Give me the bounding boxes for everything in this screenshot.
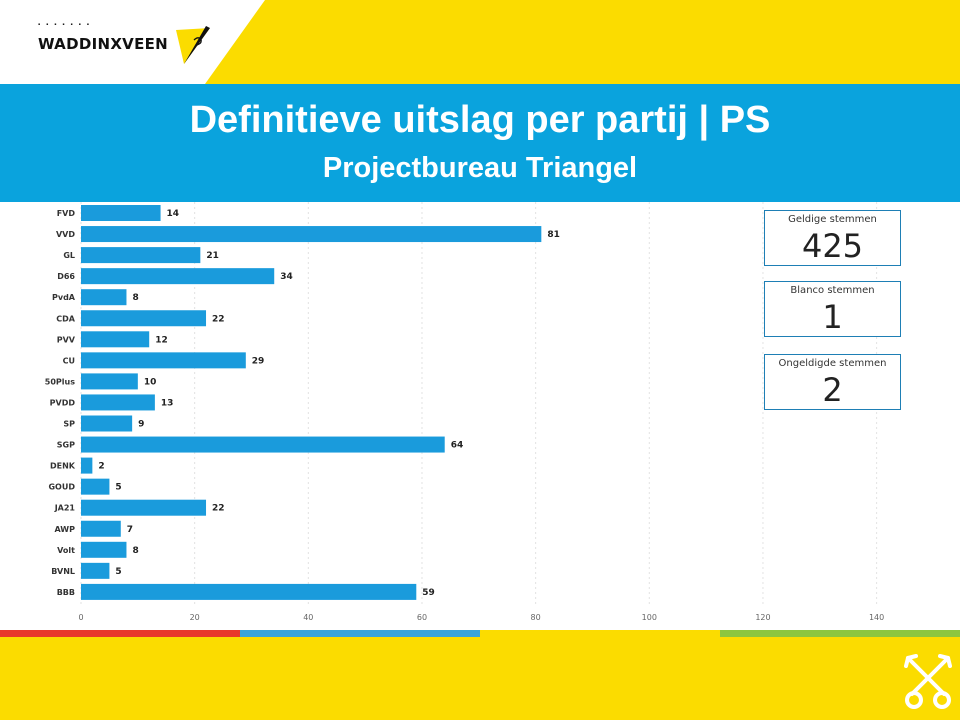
logo-text: WADDINXVEEN (38, 35, 169, 53)
x-tick-label: 0 (78, 613, 83, 622)
x-tick-label: 100 (642, 613, 657, 622)
category-label: PVV (57, 335, 76, 344)
category-label: 50Plus (45, 377, 75, 386)
data-label: 13 (161, 398, 174, 408)
data-label: 59 (422, 588, 435, 598)
bar (81, 331, 150, 348)
x-tick-label: 80 (531, 613, 541, 622)
bar (81, 352, 246, 369)
x-tick-label: 40 (303, 613, 313, 622)
page-title: Definitieve uitslag per partij | PS (189, 99, 771, 141)
color-strip-red (0, 630, 240, 637)
category-label: PVDD (50, 398, 76, 407)
data-label: 22 (212, 314, 225, 324)
bar (81, 226, 542, 243)
category-label: BVNL (51, 567, 75, 576)
bar (81, 541, 127, 558)
data-label: 34 (280, 272, 293, 282)
valid-votes-card: Geldige stemmen 425 (764, 210, 901, 266)
valid-votes-label: Geldige stemmen (788, 214, 877, 225)
page-subtitle: Projectbureau Triangel (322, 152, 638, 184)
category-label: CU (63, 356, 75, 365)
crossed-keys-icon (904, 654, 952, 709)
data-label: 14 (167, 209, 180, 219)
data-label: 8 (132, 293, 138, 303)
category-label: AWP (54, 525, 75, 534)
category-label: FVD (57, 209, 76, 218)
x-tick-label: 60 (417, 613, 427, 622)
data-label: 5 (115, 567, 121, 577)
footer-background (0, 637, 960, 720)
category-label: SGP (57, 441, 75, 450)
data-label: 12 (155, 335, 168, 345)
bar (81, 268, 275, 285)
invalid-votes-label: Ongeldigde stemmen (778, 358, 887, 369)
invalid-votes-card: Ongeldigde stemmen 2 (764, 354, 901, 410)
data-label: 5 (115, 483, 121, 493)
header-background (0, 0, 960, 84)
title-band (0, 84, 960, 202)
invalid-votes-value: 2 (822, 371, 843, 409)
bar (81, 583, 417, 600)
data-label: 7 (127, 525, 133, 535)
waddinxveen-flag-icon (176, 26, 210, 64)
category-label: JA21 (54, 504, 76, 513)
data-label: 21 (206, 251, 219, 261)
data-label: 22 (212, 504, 225, 514)
bar (81, 436, 445, 453)
bar (81, 373, 138, 390)
category-label: Volt (57, 546, 75, 555)
bar (81, 457, 93, 474)
blank-votes-value: 1 (822, 298, 843, 336)
color-strip-green (720, 630, 960, 637)
bar (81, 310, 207, 327)
color-strip-yellow (480, 630, 720, 637)
color-strip-blue (240, 630, 480, 637)
category-label: DENK (50, 462, 76, 471)
bar (81, 478, 110, 495)
data-label: 9 (138, 420, 144, 430)
category-label: SP (63, 420, 75, 429)
data-label: 29 (252, 356, 265, 366)
category-label: GL (63, 251, 75, 260)
category-label: VVD (56, 230, 75, 239)
bar (81, 499, 207, 516)
logo-dots: ▪▪▪▪▪▪▪ (38, 22, 95, 28)
data-label: 8 (132, 546, 138, 556)
data-label: 64 (451, 441, 464, 451)
blank-votes-card: Blanco stemmen 1 (764, 281, 901, 337)
bar (81, 205, 161, 221)
x-tick-label: 120 (755, 613, 770, 622)
valid-votes-value: 425 (801, 227, 864, 265)
bar (81, 520, 121, 537)
x-tick-label: 140 (869, 613, 884, 622)
category-label: BBB (57, 588, 75, 597)
data-label: 10 (144, 377, 157, 387)
bar (81, 289, 127, 306)
category-label: PvdA (52, 293, 76, 302)
category-label: GOUD (48, 483, 75, 492)
bar (81, 562, 110, 579)
bar (81, 394, 155, 411)
data-label: 2 (98, 462, 104, 472)
data-label: 81 (547, 230, 560, 240)
bar (81, 247, 201, 264)
bar (81, 415, 133, 432)
x-tick-label: 20 (190, 613, 200, 622)
blank-votes-label: Blanco stemmen (790, 285, 875, 296)
category-label: CDA (56, 314, 76, 323)
category-label: D66 (57, 272, 75, 281)
